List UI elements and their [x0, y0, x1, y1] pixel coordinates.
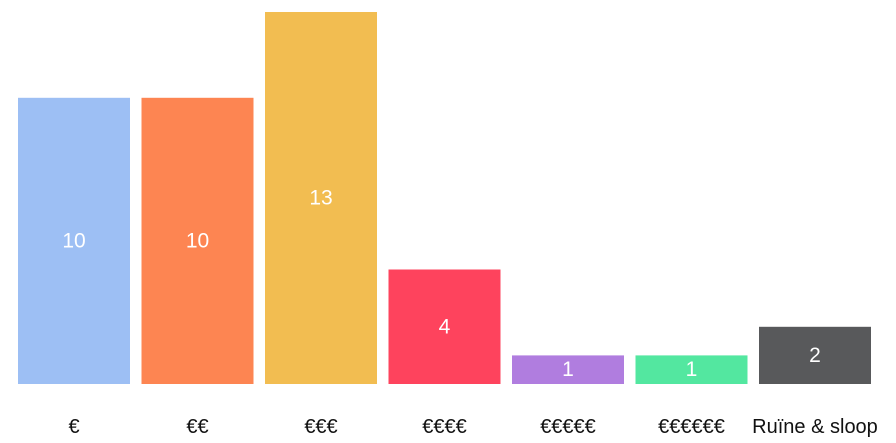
value-labels-group: 10 10 13 4 1 1 2	[62, 187, 821, 382]
bar-value-label-5: 1	[562, 358, 574, 381]
bar-6	[635, 355, 748, 384]
category-label-2: €€	[186, 416, 208, 438]
category-label-3: €€€	[304, 416, 337, 438]
bar-3	[265, 12, 377, 384]
category-labels-group: € €€ €€€ €€€€ €€€€€ €€€€€€ Ruïne & sloop	[68, 416, 877, 438]
bars-group	[18, 12, 871, 385]
bar-4	[388, 269, 501, 384]
bar-value-label-3: 13	[309, 187, 332, 210]
bar-2	[141, 97, 254, 385]
category-label-1: €	[68, 416, 79, 438]
bar-value-label-4: 4	[439, 315, 451, 338]
category-label-5: €€€€€	[540, 416, 596, 438]
category-label-7: Ruïne & sloop	[752, 416, 878, 438]
bar-7	[759, 326, 871, 384]
bar-5	[512, 355, 624, 384]
category-label-4: €€€€	[422, 416, 467, 438]
category-label-6: €€€€€€	[658, 416, 725, 438]
bar-value-label-6: 1	[686, 358, 698, 381]
bar-1	[18, 97, 130, 385]
bar-value-label-1: 10	[62, 229, 85, 252]
bar-value-label-7: 2	[809, 344, 821, 367]
bar-value-label-2: 10	[186, 229, 209, 252]
